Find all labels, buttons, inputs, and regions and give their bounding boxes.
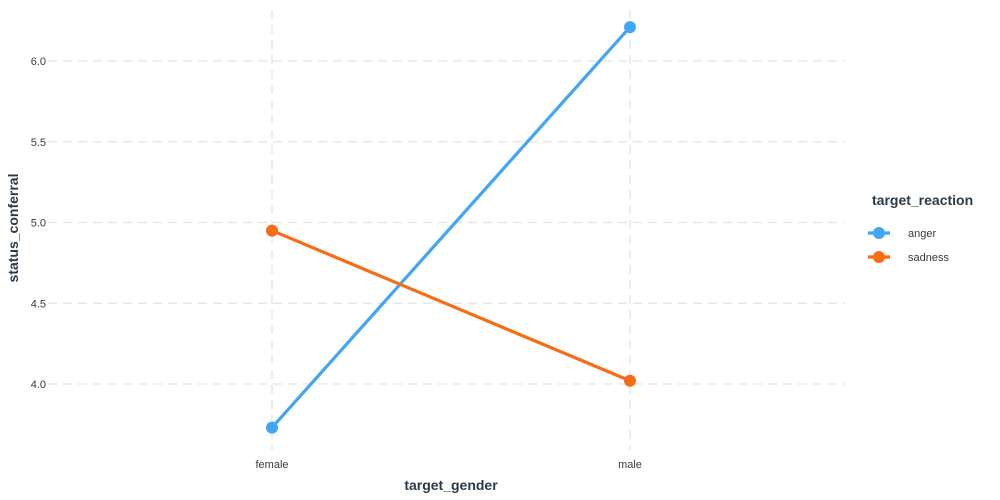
y-tick-label: 4.0 xyxy=(31,379,46,391)
data-point-anger xyxy=(624,21,636,34)
y-tick-label: 5.5 xyxy=(31,137,46,149)
y-axis-ticks: 4.0 4.5 5.0 5.5 6.0 xyxy=(31,56,46,391)
legend-key-point xyxy=(873,227,885,239)
data-point-sadness xyxy=(624,374,636,387)
x-axis-title: target_gender xyxy=(404,477,498,493)
series-line-sadness xyxy=(270,228,632,383)
legend-label: anger xyxy=(908,228,936,240)
legend: target_reaction anger sadness xyxy=(868,192,973,264)
data-point-sadness xyxy=(266,224,278,237)
y-tick-label: 5.0 xyxy=(31,218,46,230)
y-tick-label: 4.5 xyxy=(31,298,46,310)
x-tick-label: male xyxy=(618,459,642,471)
y-axis-title: status_conferral xyxy=(5,174,21,283)
x-tick-label: female xyxy=(255,459,288,471)
series-line-anger xyxy=(270,25,632,430)
legend-item-anger: anger xyxy=(868,227,936,240)
legend-key-point xyxy=(873,251,885,263)
legend-title: target_reaction xyxy=(872,192,973,208)
series-layer xyxy=(266,21,636,434)
x-axis-ticks: female male xyxy=(255,459,641,471)
data-point-anger xyxy=(266,421,278,434)
y-tick-label: 6.0 xyxy=(31,56,46,68)
legend-label: sadness xyxy=(908,252,949,264)
legend-item-sadness: sadness xyxy=(868,251,949,264)
